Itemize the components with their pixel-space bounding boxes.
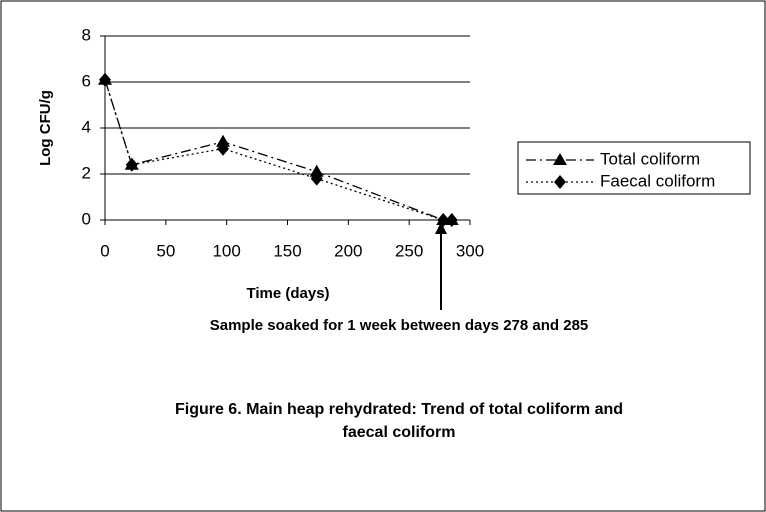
series-line bbox=[104, 79, 452, 221]
arrow-head bbox=[435, 222, 447, 234]
marker-triangle bbox=[216, 134, 231, 147]
y-tick-label: 8 bbox=[82, 25, 91, 44]
marker-diamond bbox=[310, 171, 323, 186]
y-tick-label: 2 bbox=[82, 163, 91, 182]
marker-diamond bbox=[99, 72, 111, 87]
x-axis-title: Time (days) bbox=[246, 285, 329, 302]
y-tick-label: 0 bbox=[82, 209, 91, 228]
caption: Figure 6. Main heap rehydrated: Trend of… bbox=[175, 401, 623, 418]
x-tick-label: 0 bbox=[100, 241, 109, 260]
caption: faecal coliform bbox=[343, 424, 456, 441]
legend-box bbox=[517, 141, 751, 195]
x-tick-label: 250 bbox=[395, 241, 423, 260]
marker-triangle bbox=[553, 153, 567, 165]
x-tick-label: 100 bbox=[212, 241, 240, 260]
x-tick-label: 150 bbox=[273, 241, 301, 260]
series-line bbox=[104, 79, 452, 221]
x-tick-label: 300 bbox=[456, 241, 484, 260]
marker-diamond bbox=[445, 213, 458, 227]
y-axis-title: Log CFU/g bbox=[37, 90, 54, 166]
marker-diamond bbox=[437, 213, 450, 227]
x-tick-label: 200 bbox=[334, 241, 362, 260]
marker-diamond bbox=[554, 175, 566, 189]
y-tick-label: 6 bbox=[82, 71, 91, 90]
marker-diamond bbox=[217, 141, 230, 156]
x-tick-label: 50 bbox=[156, 241, 175, 260]
marker-diamond bbox=[125, 157, 138, 172]
y-tick-label: 4 bbox=[82, 117, 91, 136]
annotation: Sample soaked for 1 week between days 27… bbox=[210, 317, 589, 334]
legend-label: Faecal coliform bbox=[600, 171, 715, 190]
marker-triangle bbox=[309, 164, 324, 177]
legend-label: Total coliform bbox=[600, 149, 700, 168]
